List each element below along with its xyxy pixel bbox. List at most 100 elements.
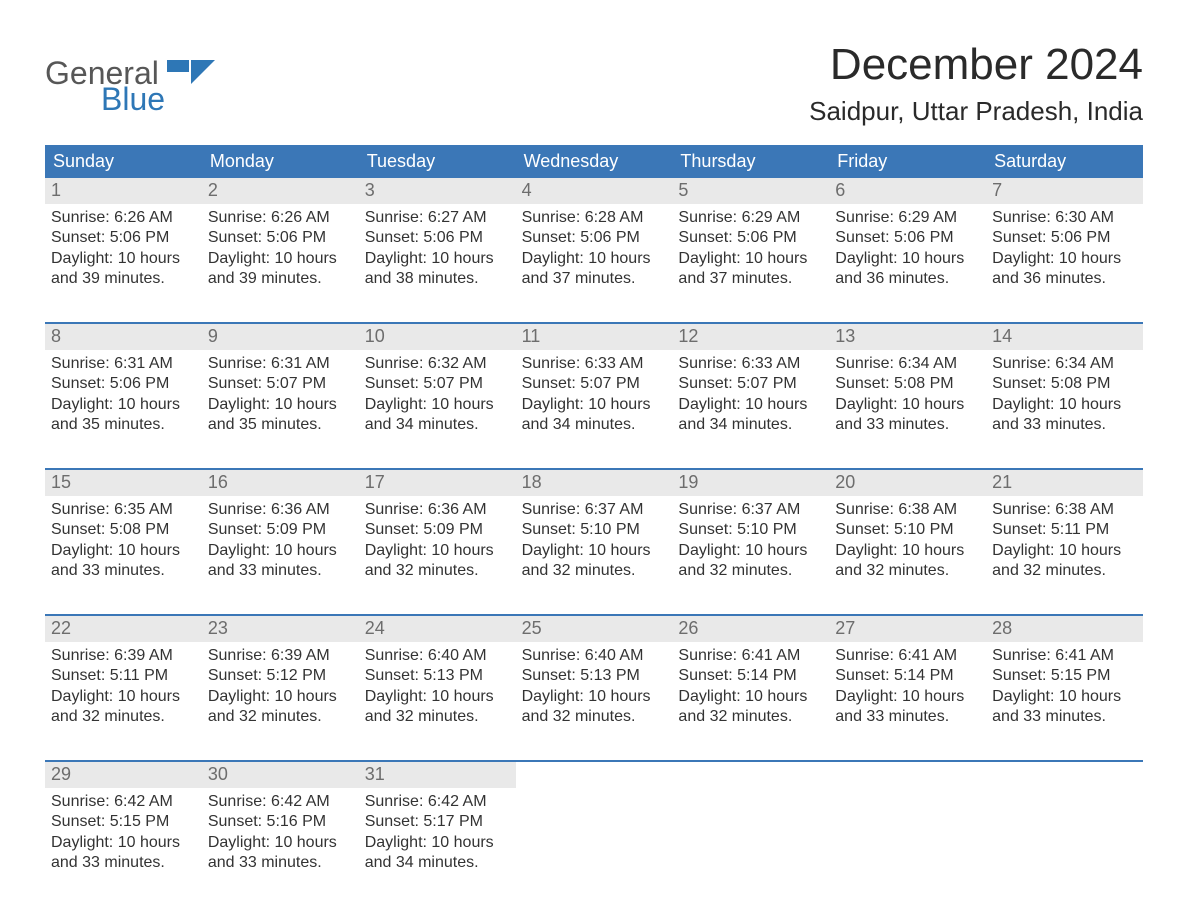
daylight-text-line1: Daylight: 10 hours	[51, 249, 196, 269]
sunset-text: Sunset: 5:09 PM	[208, 520, 353, 540]
daylight-text-line1: Daylight: 10 hours	[522, 395, 667, 415]
sunrise-text: Sunrise: 6:31 AM	[51, 354, 196, 374]
day-number: 27	[829, 616, 986, 642]
sunset-text: Sunset: 5:10 PM	[835, 520, 980, 540]
weekday-heading: Saturday	[986, 145, 1143, 178]
daylight-text-line1: Daylight: 10 hours	[208, 687, 353, 707]
daylight-text-line1: Daylight: 10 hours	[522, 249, 667, 269]
daylight-text-line1: Daylight: 10 hours	[365, 541, 510, 561]
weekday-heading: Thursday	[672, 145, 829, 178]
sunset-text: Sunset: 5:06 PM	[678, 228, 823, 248]
sunset-text: Sunset: 5:07 PM	[678, 374, 823, 394]
daylight-text-line2: and 33 minutes.	[51, 561, 196, 581]
day-details: Sunrise: 6:31 AMSunset: 5:07 PMDaylight:…	[202, 350, 359, 440]
calendar-day: 11Sunrise: 6:33 AMSunset: 5:07 PMDayligh…	[516, 324, 673, 444]
daylight-text-line1: Daylight: 10 hours	[208, 249, 353, 269]
daylight-text-line1: Daylight: 10 hours	[992, 687, 1137, 707]
sunrise-text: Sunrise: 6:29 AM	[835, 208, 980, 228]
day-number: 11	[516, 324, 673, 350]
daylight-text-line2: and 37 minutes.	[678, 269, 823, 289]
sunrise-text: Sunrise: 6:40 AM	[365, 646, 510, 666]
weekday-heading: Tuesday	[359, 145, 516, 178]
daylight-text-line1: Daylight: 10 hours	[835, 249, 980, 269]
weekday-header-row: Sunday Monday Tuesday Wednesday Thursday…	[45, 145, 1143, 178]
daylight-text-line2: and 39 minutes.	[51, 269, 196, 289]
daylight-text-line1: Daylight: 10 hours	[208, 395, 353, 415]
sunset-text: Sunset: 5:13 PM	[522, 666, 667, 686]
daylight-text-line1: Daylight: 10 hours	[835, 395, 980, 415]
calendar-week: 8Sunrise: 6:31 AMSunset: 5:06 PMDaylight…	[45, 322, 1143, 444]
daylight-text-line1: Daylight: 10 hours	[51, 395, 196, 415]
calendar-day: 12Sunrise: 6:33 AMSunset: 5:07 PMDayligh…	[672, 324, 829, 444]
daylight-text-line1: Daylight: 10 hours	[51, 687, 196, 707]
day-details: Sunrise: 6:38 AMSunset: 5:11 PMDaylight:…	[986, 496, 1143, 586]
sunrise-text: Sunrise: 6:31 AM	[208, 354, 353, 374]
calendar-day: 28Sunrise: 6:41 AMSunset: 5:15 PMDayligh…	[986, 616, 1143, 736]
calendar-day: 15Sunrise: 6:35 AMSunset: 5:08 PMDayligh…	[45, 470, 202, 590]
daylight-text-line1: Daylight: 10 hours	[835, 541, 980, 561]
sunset-text: Sunset: 5:08 PM	[992, 374, 1137, 394]
sunrise-text: Sunrise: 6:33 AM	[678, 354, 823, 374]
day-number: 20	[829, 470, 986, 496]
page-title: December 2024	[809, 40, 1143, 90]
sunset-text: Sunset: 5:08 PM	[51, 520, 196, 540]
day-details	[829, 788, 986, 796]
sunset-text: Sunset: 5:14 PM	[678, 666, 823, 686]
sunrise-text: Sunrise: 6:33 AM	[522, 354, 667, 374]
daylight-text-line2: and 34 minutes.	[522, 415, 667, 435]
sunset-text: Sunset: 5:07 PM	[208, 374, 353, 394]
daylight-text-line2: and 32 minutes.	[522, 707, 667, 727]
calendar-week: 29Sunrise: 6:42 AMSunset: 5:15 PMDayligh…	[45, 760, 1143, 882]
day-number: 23	[202, 616, 359, 642]
day-details: Sunrise: 6:29 AMSunset: 5:06 PMDaylight:…	[829, 204, 986, 294]
calendar-day: 9Sunrise: 6:31 AMSunset: 5:07 PMDaylight…	[202, 324, 359, 444]
day-details: Sunrise: 6:34 AMSunset: 5:08 PMDaylight:…	[829, 350, 986, 440]
daylight-text-line1: Daylight: 10 hours	[522, 541, 667, 561]
daylight-text-line2: and 36 minutes.	[835, 269, 980, 289]
day-details: Sunrise: 6:27 AMSunset: 5:06 PMDaylight:…	[359, 204, 516, 294]
daylight-text-line2: and 32 minutes.	[522, 561, 667, 581]
sunset-text: Sunset: 5:09 PM	[365, 520, 510, 540]
daylight-text-line1: Daylight: 10 hours	[678, 687, 823, 707]
calendar-day: 8Sunrise: 6:31 AMSunset: 5:06 PMDaylight…	[45, 324, 202, 444]
day-details: Sunrise: 6:33 AMSunset: 5:07 PMDaylight:…	[672, 350, 829, 440]
day-details: Sunrise: 6:41 AMSunset: 5:15 PMDaylight:…	[986, 642, 1143, 732]
daylight-text-line2: and 34 minutes.	[678, 415, 823, 435]
day-details: Sunrise: 6:42 AMSunset: 5:15 PMDaylight:…	[45, 788, 202, 878]
daylight-text-line2: and 32 minutes.	[365, 561, 510, 581]
day-details: Sunrise: 6:29 AMSunset: 5:06 PMDaylight:…	[672, 204, 829, 294]
day-number: 19	[672, 470, 829, 496]
calendar-day	[516, 762, 673, 882]
logo-text: General Blue	[45, 58, 165, 115]
daylight-text-line1: Daylight: 10 hours	[992, 541, 1137, 561]
daylight-text-line1: Daylight: 10 hours	[835, 687, 980, 707]
weekday-heading: Sunday	[45, 145, 202, 178]
calendar-week: 15Sunrise: 6:35 AMSunset: 5:08 PMDayligh…	[45, 468, 1143, 590]
sunrise-text: Sunrise: 6:42 AM	[208, 792, 353, 812]
daylight-text-line1: Daylight: 10 hours	[208, 833, 353, 853]
calendar-day: 6Sunrise: 6:29 AMSunset: 5:06 PMDaylight…	[829, 178, 986, 298]
day-details: Sunrise: 6:37 AMSunset: 5:10 PMDaylight:…	[672, 496, 829, 586]
logo-flag-icon	[167, 58, 215, 86]
daylight-text-line2: and 34 minutes.	[365, 853, 510, 873]
day-details: Sunrise: 6:33 AMSunset: 5:07 PMDaylight:…	[516, 350, 673, 440]
daylight-text-line2: and 32 minutes.	[678, 707, 823, 727]
calendar-day: 1Sunrise: 6:26 AMSunset: 5:06 PMDaylight…	[45, 178, 202, 298]
daylight-text-line1: Daylight: 10 hours	[365, 395, 510, 415]
calendar-day	[829, 762, 986, 882]
daylight-text-line2: and 32 minutes.	[51, 707, 196, 727]
day-number: 7	[986, 178, 1143, 204]
daylight-text-line2: and 32 minutes.	[835, 561, 980, 581]
day-number: 17	[359, 470, 516, 496]
daylight-text-line2: and 32 minutes.	[678, 561, 823, 581]
sunset-text: Sunset: 5:17 PM	[365, 812, 510, 832]
page: General Blue December 2024 Saidpur, Utta…	[0, 0, 1188, 922]
day-number: 28	[986, 616, 1143, 642]
day-number: 12	[672, 324, 829, 350]
sunrise-text: Sunrise: 6:36 AM	[208, 500, 353, 520]
sunrise-text: Sunrise: 6:36 AM	[365, 500, 510, 520]
sunset-text: Sunset: 5:10 PM	[522, 520, 667, 540]
calendar-day: 23Sunrise: 6:39 AMSunset: 5:12 PMDayligh…	[202, 616, 359, 736]
sunset-text: Sunset: 5:11 PM	[51, 666, 196, 686]
day-details: Sunrise: 6:26 AMSunset: 5:06 PMDaylight:…	[202, 204, 359, 294]
